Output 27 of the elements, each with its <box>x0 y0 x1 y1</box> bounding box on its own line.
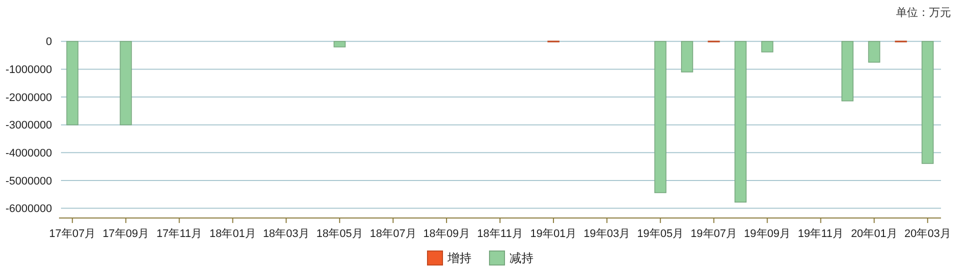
x-tick-label: 18年07月 <box>370 228 416 240</box>
x-tick-label: 17年11月 <box>156 228 202 240</box>
x-tick-label: 18年05月 <box>316 228 363 240</box>
x-tick-label: 17年07月 <box>49 228 96 240</box>
x-tick-label: 19年07月 <box>690 228 738 240</box>
x-tick-label: 19年09月 <box>744 228 791 240</box>
x-tick-label: 19年01月 <box>530 228 577 240</box>
x-tick-label: 19年11月 <box>798 228 844 240</box>
x-tick-label: 18年11月 <box>477 228 523 240</box>
y-tick-label: -3000000 <box>6 120 52 132</box>
legend-label: 增持 <box>446 251 472 266</box>
y-tick-label: -1000000 <box>6 64 52 76</box>
x-tick-label: 19年03月 <box>584 228 630 240</box>
x-tick-label: 18年01月 <box>209 228 256 240</box>
x-tick-label: 18年03月 <box>262 228 310 240</box>
y-tick-label: -6000000 <box>6 203 52 216</box>
y-tick-label: -5000000 <box>6 175 52 188</box>
x-tick-label: 20年01月 <box>850 228 898 240</box>
x-tick-label: 19年05月 <box>637 228 684 240</box>
x-tick-label: 20年03月 <box>904 228 951 240</box>
y-tick-label: -4000000 <box>6 147 52 160</box>
x-tick-label: 18年09月 <box>423 228 470 240</box>
legend-label: 减持 <box>510 251 534 266</box>
x-tick-label: 17年09月 <box>102 228 150 240</box>
y-tick-label: 0 <box>46 36 52 48</box>
y-tick-label: -2000000 <box>6 92 52 104</box>
text: 单位：万元 <box>896 6 951 19</box>
